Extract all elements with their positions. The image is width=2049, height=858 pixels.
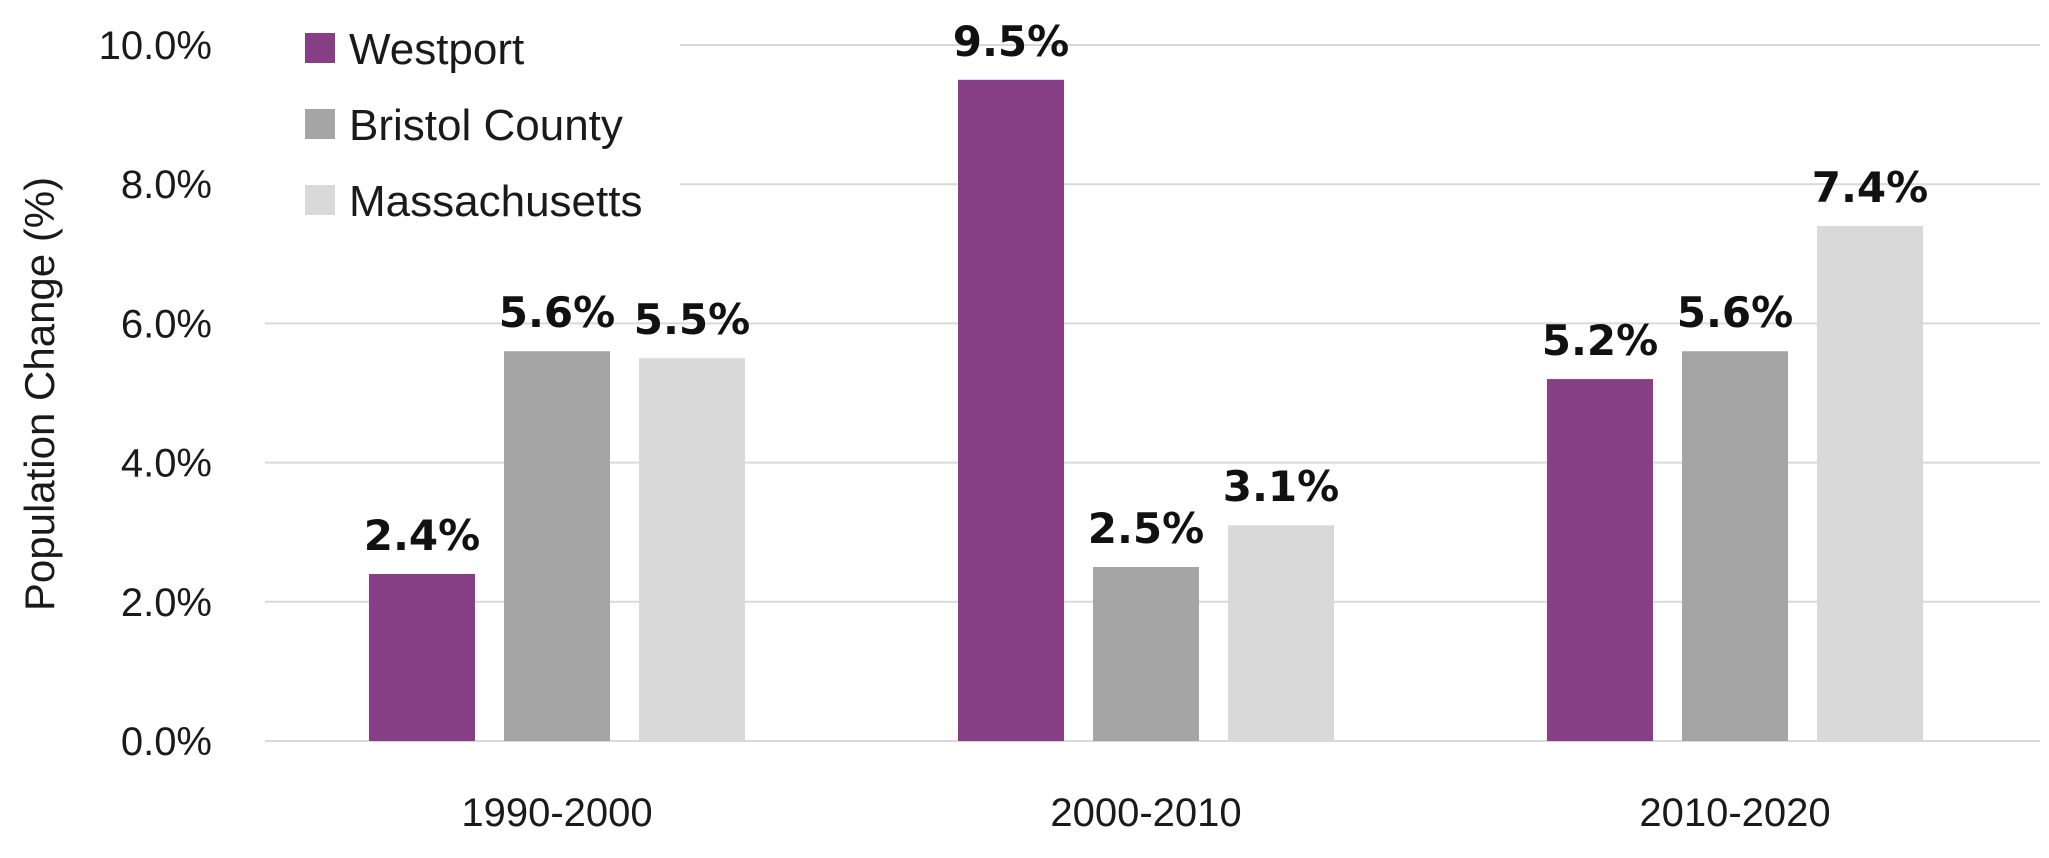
bar-massachusetts — [1817, 225, 1923, 741]
data-label: 9.5% — [953, 17, 1069, 66]
x-tick-label: 1990-2000 — [461, 791, 652, 835]
data-label: 5.2% — [1542, 316, 1658, 365]
legend-label: Massachusetts — [349, 177, 642, 226]
y-axis-ticks: 0.0% 2.0% 4.0% 6.0% 8.0% 10.0% — [99, 24, 212, 764]
data-label: 5.5% — [634, 295, 750, 344]
y-tick-label: 0.0% — [121, 720, 212, 764]
y-tick-label: 2.0% — [121, 581, 212, 625]
x-tick-label: 2000-2010 — [1050, 791, 1241, 835]
bar-bristol-county — [504, 351, 610, 741]
y-tick-label: 8.0% — [121, 163, 212, 207]
bar-bristol-county — [1093, 567, 1199, 741]
bar-westport — [958, 79, 1064, 742]
legend-swatch — [305, 33, 335, 63]
y-tick-label: 6.0% — [121, 302, 212, 346]
data-label: 3.1% — [1223, 462, 1339, 511]
data-label: 5.6% — [1677, 288, 1793, 337]
data-label: 2.5% — [1088, 504, 1204, 553]
data-label: 7.4% — [1812, 163, 1928, 212]
y-tick-label: 4.0% — [121, 442, 212, 486]
y-axis-label: Population Change (%) — [16, 177, 63, 611]
legend: Westport Bristol County Massachusetts — [305, 25, 642, 226]
bar-westport — [1547, 379, 1653, 741]
bar-bristol-county — [1682, 351, 1788, 741]
data-label: 5.6% — [499, 288, 615, 337]
bar-westport — [369, 573, 475, 741]
bars — [369, 79, 1923, 742]
data-label: 2.4% — [364, 511, 480, 560]
data-labels: 2.4% 5.6% 5.5% 9.5% 2.5% 3.1% 5.2% 5.6% 7.4% — [364, 17, 1928, 560]
x-axis-ticks: 1990-2000 2000-2010 2010-2020 — [461, 791, 1830, 835]
x-tick-label: 2010-2020 — [1639, 791, 1830, 835]
legend-label: Westport — [349, 25, 524, 74]
bar-massachusetts — [639, 358, 745, 741]
y-tick-label: 10.0% — [99, 24, 212, 68]
legend-swatch — [305, 109, 335, 139]
bar-massachusetts — [1228, 525, 1334, 741]
legend-label: Bristol County — [349, 101, 623, 150]
legend-swatch — [305, 185, 335, 215]
